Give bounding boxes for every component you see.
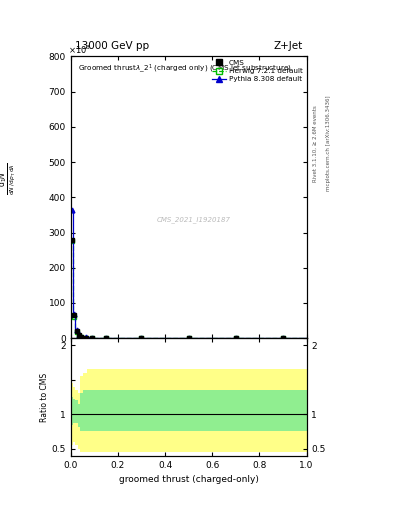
X-axis label: groomed thrust (charged-only): groomed thrust (charged-only)	[119, 475, 259, 484]
Bar	[118, 390, 141, 432]
Text: $\mathrm{d}^2N$: $\mathrm{d}^2N$	[0, 171, 8, 187]
Bar	[71, 383, 73, 445]
Bar	[141, 369, 307, 452]
Bar	[83, 390, 87, 432]
Bar	[83, 373, 87, 452]
Bar	[80, 376, 83, 452]
Text: $\frac{1}{\mathrm{d}N\,/\,\mathrm{d}p_\mathrm{T}\,\mathrm{d}\lambda}$: $\frac{1}{\mathrm{d}N\,/\,\mathrm{d}p_\m…	[1, 163, 18, 195]
Bar	[118, 369, 141, 452]
Bar	[75, 400, 78, 422]
Bar	[87, 390, 94, 432]
Bar	[73, 387, 75, 442]
Bar	[94, 369, 118, 452]
Bar	[75, 390, 78, 445]
Text: Groomed thrust$\lambda\_2^1$ (charged only) (CMS jet substructure): Groomed thrust$\lambda\_2^1$ (charged on…	[78, 62, 292, 75]
Text: CMS_2021_I1920187: CMS_2021_I1920187	[156, 217, 230, 223]
Bar	[94, 390, 118, 432]
Bar	[73, 399, 75, 422]
Bar	[87, 369, 94, 452]
Bar	[71, 397, 73, 424]
Text: Z+Jet: Z+Jet	[274, 40, 303, 51]
Bar	[141, 390, 307, 432]
Bar	[78, 394, 80, 449]
Text: $\times 10^3$: $\times 10^3$	[68, 43, 92, 55]
Text: mcplots.cern.ch [arXiv:1306.3436]: mcplots.cern.ch [arXiv:1306.3436]	[326, 96, 331, 191]
Bar	[78, 404, 80, 426]
Y-axis label: Ratio to CMS: Ratio to CMS	[40, 372, 49, 421]
Legend: CMS, Herwig 7.2.1 default, Pythia 8.308 default: CMS, Herwig 7.2.1 default, Pythia 8.308 …	[212, 60, 303, 82]
Text: Rivet 3.1.10, ≥ 2.6M events: Rivet 3.1.10, ≥ 2.6M events	[312, 105, 318, 182]
Bar	[80, 394, 83, 432]
Text: 13000 GeV pp: 13000 GeV pp	[75, 40, 149, 51]
